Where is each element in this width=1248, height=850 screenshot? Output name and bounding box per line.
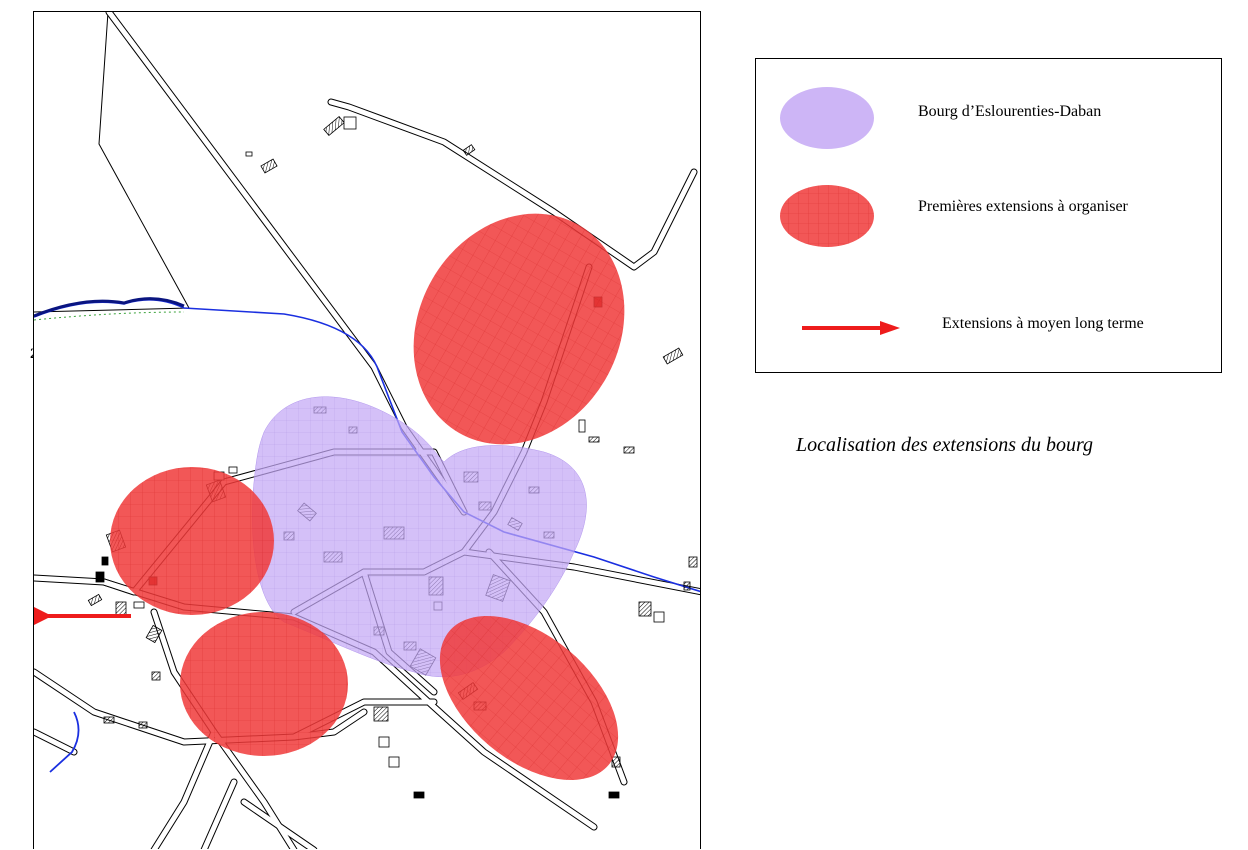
legend-item-extensions: Premières extensions à organiser [756, 177, 1221, 257]
map-canvas [34, 12, 700, 849]
extension-zones [110, 213, 625, 781]
map-caption: Localisation des extensions du bourg [796, 434, 1094, 456]
extension-zone-southwest [180, 612, 348, 756]
village-map [33, 11, 701, 849]
legend-item-arrow: Extensions à moyen long terme [756, 299, 1221, 379]
extension-zone-southeast [439, 615, 619, 781]
legend-label-arrow: Extensions à moyen long terme [942, 315, 1144, 332]
extension-zone-west [110, 467, 274, 615]
legend-label-bourg: Bourg d’Eslourenties-Daban [918, 103, 1102, 120]
red-arrow-icon [802, 321, 900, 335]
lavender-ellipse-icon [780, 87, 874, 149]
legend: Bourg d’Eslourenties-Daban Premières ext… [755, 58, 1222, 373]
legend-label-extensions: Premières extensions à organiser [918, 198, 1128, 215]
bourg-grid [252, 396, 587, 677]
extension-zone-northeast [413, 213, 625, 445]
stream [34, 297, 700, 773]
legend-item-bourg: Bourg d’Eslourenties-Daban [756, 77, 1221, 157]
red-ellipse-icon [780, 185, 874, 247]
parcel-boundary [34, 12, 190, 313]
